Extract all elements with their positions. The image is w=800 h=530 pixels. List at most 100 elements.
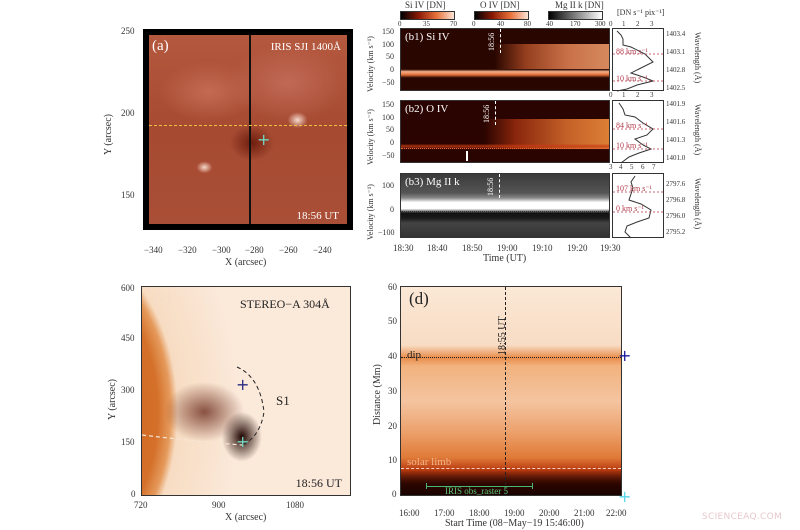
panel-a-ylabel: Y (arcsec) <box>103 114 114 155</box>
ytick: 0 <box>390 65 394 74</box>
ytick: 0 <box>390 205 394 214</box>
xtick: 16:00 <box>399 508 420 518</box>
ytick: 100 <box>382 113 394 122</box>
b3-marker-line <box>499 174 500 198</box>
colorbar-tick: 35 <box>423 20 430 28</box>
d-marker: 18:55 UT <box>497 316 508 355</box>
cyan-cross-icon: + <box>257 130 271 149</box>
wl-tick: 1401.3 <box>666 136 686 144</box>
profile-tick: 3 <box>609 163 613 171</box>
ytick: 50 <box>386 125 394 134</box>
ytick: 30 <box>388 386 397 396</box>
dip-label: dip <box>407 349 422 361</box>
colorbar-o4 <box>474 11 529 20</box>
profile-tick: 0 <box>609 91 613 99</box>
panel-a-time: 18:56 UT <box>296 210 339 222</box>
iris-obs-end <box>532 483 533 489</box>
panel-a-xlabel: X (arcsec) <box>225 257 267 268</box>
ytick: −100 <box>378 228 395 237</box>
wl-tick: 1403.1 <box>666 48 686 56</box>
panel-d-tag: (d) <box>409 289 429 308</box>
ytick: 100 <box>382 181 394 190</box>
xtick: −320 <box>178 245 197 255</box>
watermark: SCIENCEAQ.COM <box>702 512 783 522</box>
ytick: 0 <box>390 138 394 147</box>
b2-marker: 18:56 <box>482 104 491 123</box>
profile-tick: 1 <box>622 91 626 99</box>
b1-spectrogram: (b1) Si IV 18:56 <box>400 28 610 91</box>
blue-cross-icon: + <box>618 346 632 365</box>
wl-tick: 2796.0 <box>666 212 686 220</box>
cut-dashed-line <box>149 125 347 126</box>
panel-a-frame: + (a) IRIS SJI 1400Å 18:56 UT <box>143 29 353 230</box>
b1-vel-label: 88 km s⁻¹ <box>616 47 648 56</box>
panel-c-ylabel: Y (arcsec) <box>107 379 118 420</box>
b1-wl-label: Wavelength (Å) <box>693 32 702 84</box>
profile-tick: 3 <box>650 91 654 99</box>
ytick: 0 <box>131 489 136 499</box>
panel-d-image: 18:55 UT dip solar limb IRIS obs_raster … <box>400 286 622 496</box>
b1-marker-line <box>500 29 501 53</box>
profile-tick: 3 <box>650 20 654 28</box>
panel-c-image: + + (c) STEREO−A 304Å S1 18:56 UT <box>141 286 351 496</box>
b3-zero-line <box>401 211 609 212</box>
ytick: 60 <box>388 282 397 292</box>
xtick: 19:00 <box>497 243 518 253</box>
colorbar-tick: 0 <box>398 20 402 28</box>
xtick: 22:00 <box>606 508 627 518</box>
profile-tick: 5 <box>630 163 634 171</box>
b2-wl-label: Wavelength (Å) <box>693 104 702 156</box>
panel-b-xlabel: Time (UT) <box>483 253 527 264</box>
ytick: 40 <box>388 351 397 361</box>
colorbar-title: Si IV [DN] <box>405 0 446 10</box>
wl-tick: 2795.2 <box>666 228 686 236</box>
panel-c-region: S1 <box>276 393 290 408</box>
colorbar-tick: 70 <box>450 20 457 28</box>
xtick: −280 <box>245 245 264 255</box>
cyan-cross-icon: + <box>618 487 632 506</box>
xtick: 18:00 <box>469 508 490 518</box>
iris-obs-start <box>426 483 427 489</box>
b2-profile: 84 km s⁻¹ 10 km s⁻¹ <box>612 100 665 164</box>
ytick: −50 <box>382 78 395 87</box>
profile-tick: 0 <box>609 20 613 28</box>
b1-profile: 88 km s⁻¹ 10 km s⁻¹ <box>612 28 665 92</box>
b1-vel-label: 10 km s⁻¹ <box>616 74 648 83</box>
ytick: 10 <box>388 455 397 465</box>
b3-vel-label: 107 km s⁻¹ <box>616 184 652 193</box>
solar-limb-label: solar limb <box>407 456 452 468</box>
b2-zero-line <box>401 148 609 149</box>
b1-tag: (b1) Si IV <box>405 31 450 43</box>
b3-spectrogram: (b3) Mg II k 18:56 <box>400 173 610 238</box>
panel-d-ylabel: Distance (Mm) <box>372 364 383 425</box>
profile-tick: 2 <box>636 91 640 99</box>
xtick: −260 <box>279 245 298 255</box>
iris-obs-range <box>426 486 533 487</box>
ytick: 200 <box>121 108 135 118</box>
panel-a-tag: (a) <box>152 38 169 54</box>
b3-ylabel: Velocity (km s⁻¹) <box>366 184 375 240</box>
ytick: −50 <box>382 151 395 160</box>
b3-profile-curve <box>613 175 665 239</box>
b3-profile: 107 km s⁻¹ 0 km s⁻¹ <box>612 173 665 239</box>
b1-profile-curve <box>613 30 665 92</box>
xtick: 21:00 <box>574 508 595 518</box>
colorbar-tick: 80 <box>524 20 531 28</box>
wl-tick: 1402.5 <box>666 84 686 92</box>
xtick: 19:20 <box>567 243 588 253</box>
panel-a-image: + (a) IRIS SJI 1400Å 18:56 UT <box>149 35 347 224</box>
xtick: 17:00 <box>434 508 455 518</box>
xtick: 18:40 <box>427 243 448 253</box>
xtick: 19:30 <box>600 243 621 253</box>
colorbar-tick: 40 <box>497 20 504 28</box>
panel-c-xlabel: X (arcsec) <box>225 512 267 523</box>
b2-profile-curve <box>613 102 665 164</box>
panel-c-overlays <box>142 366 265 446</box>
profile-tick: 7 <box>652 163 656 171</box>
ytick: 300 <box>121 385 135 395</box>
colorbar-tick: 300 <box>595 20 606 28</box>
colorbar-tick: 40 <box>546 20 553 28</box>
b2-tag: (b2) O IV <box>405 103 449 115</box>
ytick: 20 <box>388 421 397 431</box>
ytick: 150 <box>121 437 135 447</box>
